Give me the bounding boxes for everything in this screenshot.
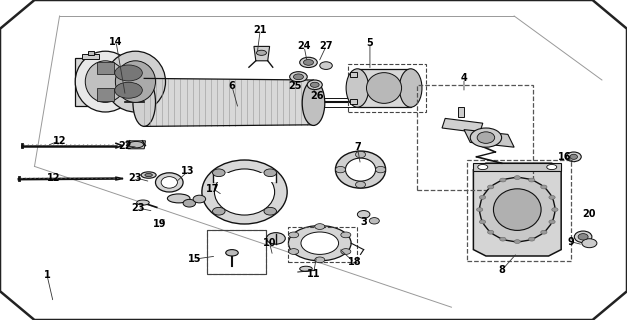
Ellipse shape: [288, 232, 298, 238]
Ellipse shape: [193, 195, 206, 203]
Ellipse shape: [315, 257, 325, 263]
Text: 16: 16: [557, 152, 571, 162]
Ellipse shape: [167, 194, 190, 203]
Ellipse shape: [552, 208, 558, 212]
Text: 5: 5: [367, 38, 373, 48]
Ellipse shape: [578, 234, 588, 240]
Text: 18: 18: [347, 257, 361, 268]
Polygon shape: [82, 54, 99, 59]
Ellipse shape: [226, 250, 238, 256]
Ellipse shape: [549, 220, 555, 224]
Ellipse shape: [480, 220, 486, 224]
Text: 25: 25: [288, 81, 302, 92]
Ellipse shape: [500, 178, 506, 182]
Ellipse shape: [514, 176, 520, 180]
Ellipse shape: [105, 51, 166, 112]
Ellipse shape: [115, 61, 155, 102]
Ellipse shape: [315, 224, 325, 229]
Polygon shape: [97, 62, 114, 74]
Ellipse shape: [141, 172, 156, 178]
Ellipse shape: [300, 57, 317, 68]
Ellipse shape: [529, 237, 535, 241]
Polygon shape: [473, 163, 561, 171]
Polygon shape: [213, 173, 276, 182]
Text: 20: 20: [582, 209, 596, 220]
Bar: [207, 230, 266, 274]
Ellipse shape: [574, 231, 592, 243]
Ellipse shape: [341, 232, 351, 238]
Text: 4: 4: [461, 73, 467, 84]
Ellipse shape: [264, 169, 277, 177]
Polygon shape: [144, 78, 314, 126]
Ellipse shape: [307, 80, 322, 90]
Ellipse shape: [488, 230, 494, 234]
Text: 12: 12: [46, 172, 60, 183]
Ellipse shape: [540, 185, 547, 189]
Bar: [467, 160, 571, 261]
Ellipse shape: [264, 207, 277, 215]
Text: 22: 22: [119, 140, 132, 151]
Bar: [348, 64, 426, 112]
Text: 27: 27: [319, 41, 333, 52]
Ellipse shape: [301, 232, 339, 254]
Ellipse shape: [357, 211, 370, 218]
Polygon shape: [97, 88, 114, 101]
Ellipse shape: [480, 196, 486, 199]
Ellipse shape: [302, 81, 325, 125]
Ellipse shape: [478, 164, 488, 170]
Ellipse shape: [477, 208, 483, 212]
Text: 24: 24: [297, 41, 311, 52]
Ellipse shape: [300, 266, 312, 271]
Ellipse shape: [582, 239, 597, 248]
Ellipse shape: [75, 51, 135, 112]
Ellipse shape: [493, 189, 541, 230]
Ellipse shape: [288, 249, 298, 254]
Polygon shape: [458, 107, 464, 117]
Polygon shape: [127, 141, 145, 149]
Ellipse shape: [488, 185, 494, 189]
Ellipse shape: [376, 166, 386, 173]
Text: 9: 9: [567, 236, 574, 247]
Text: 8: 8: [498, 265, 505, 276]
Text: 12: 12: [53, 136, 66, 146]
Polygon shape: [75, 58, 135, 106]
Ellipse shape: [310, 82, 319, 87]
Ellipse shape: [566, 152, 581, 162]
Ellipse shape: [293, 74, 303, 80]
Ellipse shape: [137, 200, 149, 205]
Ellipse shape: [214, 169, 275, 215]
Ellipse shape: [529, 178, 535, 182]
Polygon shape: [357, 69, 411, 107]
Ellipse shape: [290, 72, 307, 82]
Text: 15: 15: [187, 254, 201, 264]
Ellipse shape: [345, 158, 376, 181]
Ellipse shape: [115, 82, 142, 98]
Text: 11: 11: [307, 268, 320, 279]
Ellipse shape: [356, 181, 366, 188]
Text: 6: 6: [229, 81, 235, 92]
Text: 13: 13: [181, 166, 195, 176]
Text: 14: 14: [109, 36, 123, 47]
Ellipse shape: [133, 78, 155, 126]
Polygon shape: [473, 163, 561, 256]
Ellipse shape: [129, 141, 144, 148]
Text: 23: 23: [128, 172, 142, 183]
Ellipse shape: [320, 62, 332, 69]
Text: 23: 23: [131, 203, 145, 213]
Text: 17: 17: [206, 184, 220, 194]
Ellipse shape: [356, 151, 366, 158]
Ellipse shape: [500, 237, 506, 241]
Ellipse shape: [303, 60, 314, 65]
Text: 19: 19: [153, 219, 167, 229]
Ellipse shape: [202, 160, 287, 224]
Ellipse shape: [85, 61, 125, 102]
Ellipse shape: [213, 169, 225, 177]
Ellipse shape: [470, 128, 502, 147]
Ellipse shape: [477, 132, 495, 143]
Text: 21: 21: [253, 25, 267, 36]
Ellipse shape: [366, 73, 401, 103]
Bar: [288, 227, 357, 262]
Ellipse shape: [369, 218, 379, 224]
Polygon shape: [442, 118, 483, 133]
